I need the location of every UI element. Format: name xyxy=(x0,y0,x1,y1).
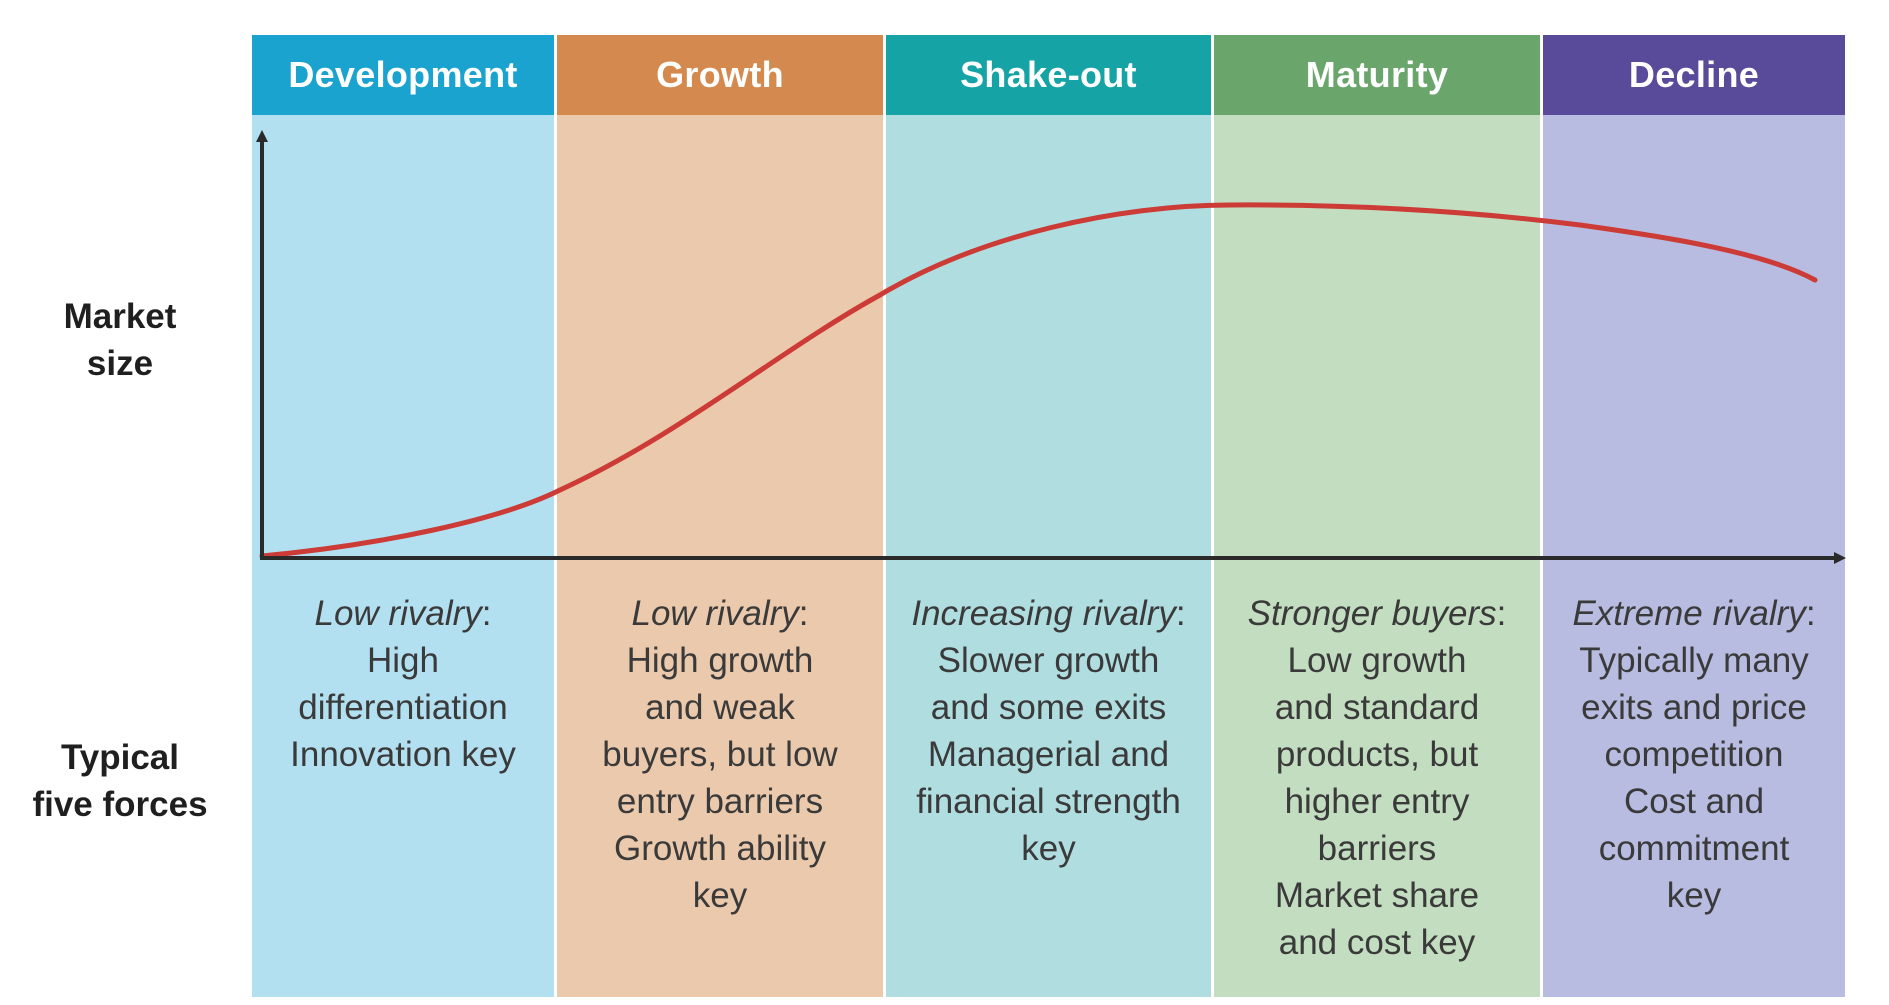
forces-line: key xyxy=(1021,829,1076,868)
forces-line: and cost key xyxy=(1278,923,1476,962)
forces-line: competition xyxy=(1604,735,1784,774)
forces-line: exits and price xyxy=(1581,688,1807,727)
stage-header: Decline xyxy=(1543,35,1845,115)
forces-line: buyers, but low xyxy=(602,735,838,774)
forces-line: key xyxy=(1666,876,1722,915)
forces-line: financial strength xyxy=(916,782,1181,821)
forces-line: entry barriers xyxy=(616,782,824,821)
forces-line: higher entry xyxy=(1284,782,1470,821)
stage-forces-text: Low rivalry: High growth and weak buyers, b… xyxy=(557,590,883,919)
forces-line: High growth xyxy=(626,641,814,680)
forces-lead: Increasing rivalry xyxy=(911,594,1176,633)
stage-forces-text: Low rivalry: High differentiation Innovatio… xyxy=(252,590,554,778)
forces-line: commitment xyxy=(1598,829,1790,868)
forces-line: products, but xyxy=(1275,735,1479,774)
y-axis-label-line-1: Market xyxy=(63,297,177,336)
forces-line: and some exits xyxy=(930,688,1167,727)
market-size-curve xyxy=(259,202,1818,559)
forces-lead-colon: : xyxy=(1805,594,1816,633)
forces-line: Managerial and xyxy=(927,735,1170,774)
stage-forces-text: Increasing rivalry: Slower growth and some… xyxy=(886,590,1211,872)
forces-line: Typically many xyxy=(1579,641,1809,680)
forces-line: differentiation xyxy=(298,688,508,727)
forces-lead-line: Extreme rivalry: xyxy=(1543,590,1845,637)
forces-line: Cost and xyxy=(1623,782,1765,821)
forces-lead-colon: : xyxy=(1175,594,1186,633)
forces-line: Innovation key xyxy=(290,735,516,774)
forces-lead: Low rivalry xyxy=(314,594,482,633)
forces-line: Growth ability xyxy=(613,829,827,868)
forces-line: Slower growth xyxy=(937,641,1160,680)
forces-line: and weak xyxy=(645,688,795,727)
stage-header: Development xyxy=(252,35,554,115)
forces-lead: Low rivalry xyxy=(631,594,799,633)
y-axis-label-line-2: size xyxy=(86,344,154,383)
forces-lead-colon: : xyxy=(1496,594,1507,633)
stage-forces-text: Stronger buyers: Low growth and standard pr… xyxy=(1214,590,1540,966)
five-forces-label-line-2: five forces xyxy=(32,785,208,824)
forces-lead-colon: : xyxy=(798,594,809,633)
forces-lead-line: Low rivalry: xyxy=(252,590,554,637)
stage-header: Maturity xyxy=(1214,35,1540,115)
forces-lead-colon: : xyxy=(481,594,492,633)
forces-lead: Extreme rivalry xyxy=(1572,594,1806,633)
forces-lead: Stronger buyers xyxy=(1247,594,1497,633)
stage-forces-text: Extreme rivalry: Typically many exits and … xyxy=(1543,590,1845,919)
stage-header: Growth xyxy=(557,35,883,115)
forces-line: Market share xyxy=(1274,876,1480,915)
five-forces-label-line-1: Typical xyxy=(60,738,179,777)
forces-line: Low growth xyxy=(1287,641,1467,680)
forces-line: barriers xyxy=(1317,829,1437,868)
five-forces-label: Typical five forces xyxy=(0,734,240,828)
stage-header: Shake-out xyxy=(886,35,1211,115)
forces-lead-line: Increasing rivalry: xyxy=(886,590,1211,637)
y-axis-label: Market size xyxy=(0,293,240,387)
forces-line: High xyxy=(367,641,439,680)
forces-line: and standard xyxy=(1274,688,1480,727)
forces-line: key xyxy=(692,876,748,915)
forces-lead-line: Low rivalry: xyxy=(557,590,883,637)
forces-lead-line: Stronger buyers: xyxy=(1214,590,1540,637)
